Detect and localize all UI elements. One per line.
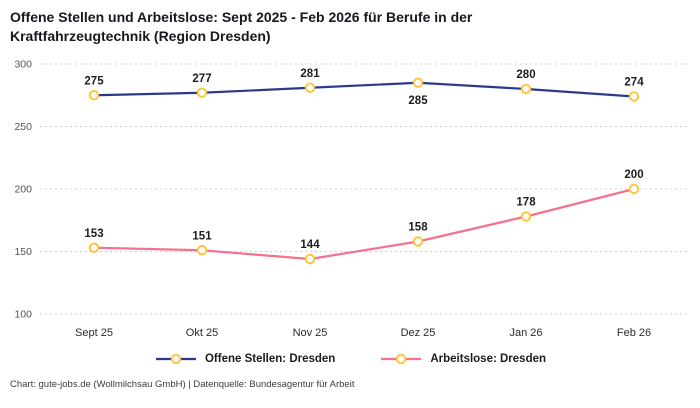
data-label: 151 xyxy=(192,230,212,242)
chart-svg: 100 150 200 250 300 Sept 25 Okt 25 Nov 25 Dez 25… xyxy=(14,58,688,339)
legend-item-1[interactable]: Arbeitslose: Dresden xyxy=(379,352,546,366)
data-point xyxy=(196,87,208,98)
data-point xyxy=(412,77,424,88)
data-label: 281 xyxy=(300,68,320,80)
data-point xyxy=(412,236,424,247)
data-label: 285 xyxy=(408,95,428,107)
y-tick-label: 200 xyxy=(14,183,32,195)
legend-item-0[interactable]: Offene Stellen: Dresden xyxy=(154,352,335,366)
x-tick-label: Sept 25 xyxy=(75,327,113,339)
series-line-0 xyxy=(92,81,636,98)
x-tick-label: Okt 25 xyxy=(186,327,218,339)
data-point xyxy=(520,211,532,222)
data-label: 144 xyxy=(300,239,320,251)
legend-label: Offene Stellen: Dresden xyxy=(204,352,336,365)
x-tick-label: Dez 25 xyxy=(401,327,436,339)
chart-legend: Offene Stellen: Dresden Arbeitslose: Dres… xyxy=(0,346,700,372)
y-tick-label: 250 xyxy=(14,121,32,133)
data-label: 200 xyxy=(624,169,643,181)
x-tick-label: Nov 25 xyxy=(293,327,328,339)
data-point xyxy=(628,91,640,102)
y-tick-label: 300 xyxy=(14,58,32,70)
x-tick-label: Feb 26 xyxy=(617,327,651,339)
series-line-1 xyxy=(92,187,636,260)
chart-attribution: Chart: gute-jobs.de (Wollmilchsau GmbH) … xyxy=(10,378,355,390)
data-point xyxy=(196,244,208,256)
legend-line-marker-icon xyxy=(155,353,196,364)
data-label: 277 xyxy=(192,73,211,85)
data-point xyxy=(304,82,316,93)
legend-label: Arbeitslose: Dresden xyxy=(430,352,547,365)
data-label: 280 xyxy=(516,69,535,81)
data-point xyxy=(520,83,532,94)
data-point xyxy=(88,242,100,253)
legend-line-marker-icon xyxy=(381,353,422,364)
data-point xyxy=(88,89,100,101)
data-label: 178 xyxy=(516,196,536,208)
data-point xyxy=(628,183,640,194)
data-label: 274 xyxy=(624,76,644,88)
data-label: 158 xyxy=(408,221,428,233)
chart-title: Offene Stellen und Arbeitslose: Sept 202… xyxy=(10,9,473,44)
data-label: 153 xyxy=(84,228,103,240)
data-label: 275 xyxy=(84,75,104,87)
data-point xyxy=(304,253,316,264)
x-tick-label: Jan 26 xyxy=(509,327,542,339)
y-tick-label: 100 xyxy=(14,308,32,320)
y-tick-label: 150 xyxy=(14,246,32,258)
